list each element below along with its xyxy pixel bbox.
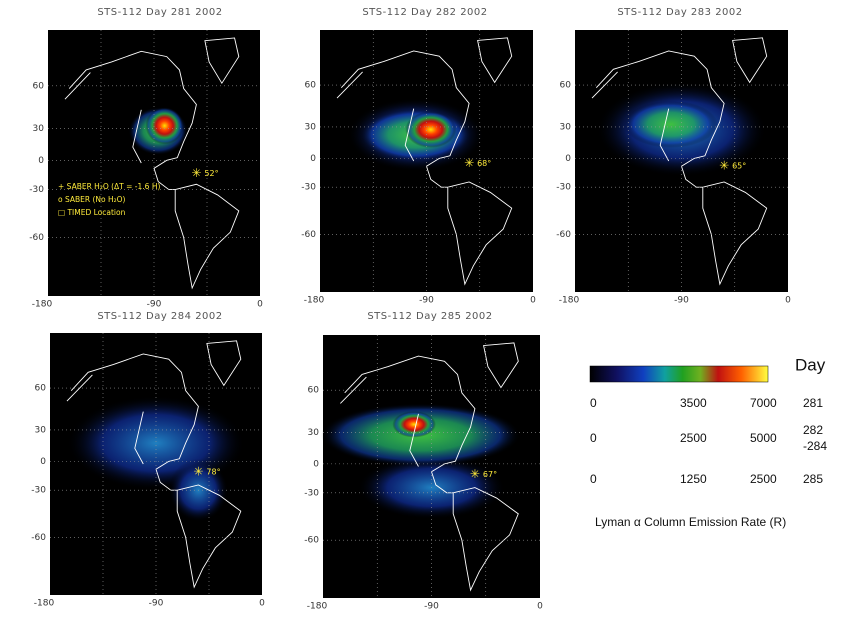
lat-tick-label: 0: [313, 459, 319, 469]
lon-tick-label: 0: [259, 599, 265, 609]
lat-tick-label: -60: [556, 230, 571, 240]
lat-tick-label: 0: [38, 156, 44, 166]
colorbar-caption: Lyman α Column Emission Rate (R): [595, 515, 786, 529]
lon-tick-label: -180: [32, 300, 53, 310]
position-marker: ✳: [193, 464, 203, 478]
lat-tick-label: -30: [31, 486, 46, 496]
lat-tick-label: 30: [35, 425, 47, 435]
colorbar-day: -284: [803, 439, 827, 453]
lon-tick-label: 0: [257, 300, 263, 310]
panel-title: STS-112 Day 283 2002: [617, 7, 742, 18]
lat-tick-label: 0: [40, 457, 46, 467]
emission-map: [128, 107, 188, 156]
colorbar-mid: 2500: [680, 431, 707, 445]
lon-tick-label: -90: [674, 296, 689, 306]
lon-tick-label: 0: [537, 602, 543, 612]
colorbar: [589, 365, 769, 383]
lat-tick-label: 30: [305, 122, 317, 132]
day-header: Day: [795, 355, 826, 374]
colorbar-day: 282: [803, 423, 823, 437]
lat-tick-label: 30: [33, 124, 45, 134]
emission-region: [145, 107, 184, 145]
colorbar-max: 7000: [750, 396, 777, 410]
colorbar-day: 285: [803, 472, 823, 486]
coastline: [337, 38, 512, 284]
lat-tick-label: -60: [31, 533, 46, 543]
lat-tick-label: 30: [308, 428, 320, 438]
colorbar-min: 0: [590, 431, 597, 445]
coastline: [67, 341, 241, 587]
lon-tick-label: -90: [419, 296, 434, 306]
panel-title: STS-112 Day 284 2002: [97, 311, 222, 322]
angle-annotation: 52°: [204, 169, 218, 178]
map-legend-entry: o SABER (No H₂O): [58, 195, 126, 204]
panel-title: STS-112 Day 281 2002: [97, 7, 222, 18]
emission-region: [623, 100, 718, 148]
lat-tick-label: 60: [305, 81, 317, 91]
map-legend-entry: + SABER H₂O (ΔT = -1.6 H): [58, 182, 160, 191]
lon-tick-label: -180: [34, 599, 55, 609]
colorbar-mid: 3500: [680, 396, 707, 410]
colorbar-max: 5000: [750, 431, 777, 445]
position-marker: ✳: [464, 156, 474, 170]
lat-tick-label: -30: [301, 183, 316, 193]
lat-tick-label: 60: [33, 81, 45, 91]
lat-tick-label: -30: [304, 488, 319, 498]
angle-annotation: 67°: [483, 470, 497, 479]
lon-tick-label: -180: [559, 296, 580, 306]
lat-tick-label: 0: [565, 154, 571, 164]
emission-region: [405, 111, 457, 148]
map-legend-entry: □ TIMED Location: [58, 208, 126, 217]
panel-title: STS-112 Day 285 2002: [367, 311, 492, 322]
lon-tick-label: -180: [304, 296, 325, 306]
angle-annotation: 65°: [732, 162, 746, 171]
colorbar-day: 281: [803, 396, 823, 410]
lat-tick-label: -60: [29, 233, 44, 243]
lon-tick-label: -90: [149, 599, 164, 609]
colorbar-mid: 1250: [680, 472, 707, 486]
lat-tick-label: 60: [560, 81, 572, 91]
lon-tick-label: 0: [785, 296, 791, 306]
lat-tick-label: -60: [301, 230, 316, 240]
emission-map: [347, 98, 485, 172]
colorbar-min: 0: [590, 396, 597, 410]
coastline: [340, 343, 518, 590]
lat-tick-label: -60: [304, 536, 319, 546]
lon-tick-label: -90: [424, 602, 439, 612]
position-marker: ✳: [470, 467, 480, 481]
emission-map: [596, 82, 767, 177]
lat-tick-label: -30: [556, 183, 571, 193]
position-marker: ✳: [191, 166, 201, 180]
colorbar-min: 0: [590, 472, 597, 486]
lat-tick-label: 60: [308, 386, 320, 396]
panel-title: STS-112 Day 282 2002: [362, 7, 487, 18]
position-marker: ✳: [719, 159, 729, 173]
colorbar-max: 2500: [750, 472, 777, 486]
lon-tick-label: -180: [307, 602, 328, 612]
lon-tick-label: -90: [147, 300, 162, 310]
emission-region: [392, 411, 436, 438]
angle-annotation: 68°: [477, 159, 491, 168]
angle-annotation: 78°: [206, 467, 220, 476]
lat-tick-label: -30: [29, 185, 44, 195]
lat-tick-label: 30: [560, 122, 572, 132]
lat-tick-label: 60: [35, 384, 47, 394]
coastline: [592, 38, 767, 284]
lat-tick-label: 0: [310, 154, 316, 164]
lon-tick-label: 0: [530, 296, 536, 306]
